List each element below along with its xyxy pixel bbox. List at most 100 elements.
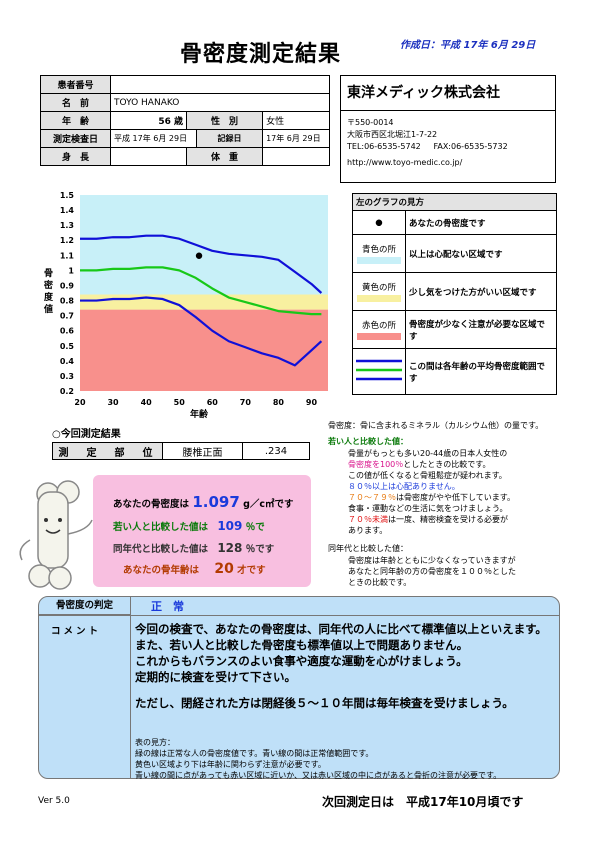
x-tick-label: 30 xyxy=(107,398,119,407)
company-divider xyxy=(341,110,555,111)
site-label: 測 定 部 位 xyxy=(52,442,163,460)
comment-line: また、若い人と比較した骨密度も標準値以上で問題ありません。 xyxy=(135,638,469,652)
legend-blue-label: 青色の所 xyxy=(361,245,396,255)
legend-red-text: 骨密度が少なく注意が必要な区域です xyxy=(405,310,557,349)
next-exam-date: 次回測定日は 平成17年10月頃です xyxy=(322,795,524,809)
y-tick-label: 0.6 xyxy=(60,327,75,336)
x-axis-label: 年齢 xyxy=(190,408,209,420)
x-tick-label: 20 xyxy=(74,398,86,407)
judgement-label: 骨密度の判定 xyxy=(39,597,131,615)
same-value: 128 xyxy=(217,541,243,555)
young-unit: ％で xyxy=(245,522,265,533)
explain-line1: 骨密度：骨に含まれるミネラル（カルシウム他）の量です。 xyxy=(328,421,544,430)
young-row: 若い人と比較した値は 109 ％で xyxy=(113,519,265,533)
patient-info-table: 患者番号 名 前 TOYO HANAKO 年 齢 56 歳 性 別 女性 測定検… xyxy=(40,75,330,166)
explain-young-1: 骨量がもっとも多い20-44歳の日本人女性の xyxy=(348,449,508,458)
explain-young-6: 食事・運動などの生活に気をつけましょう。 xyxy=(348,504,508,513)
young-value: 109 xyxy=(217,519,243,533)
age-value: 56 歳 xyxy=(110,111,187,130)
patient-point xyxy=(195,252,203,259)
explain-young-5a: ７０～７９％ xyxy=(348,493,396,502)
y-tick-label: 1.1 xyxy=(60,251,75,260)
explain-young-8: あります。 xyxy=(348,526,388,535)
bmd-row: あなたの骨密度は 1.097 g／c㎡です xyxy=(113,493,294,511)
legend-blue-key: 青色の所 xyxy=(352,234,406,273)
y-axis-label: 骨密度値 xyxy=(44,269,54,315)
blue-swatch xyxy=(357,257,401,264)
y-tick-label: 0.5 xyxy=(60,342,75,351)
y-tick-label: 0.8 xyxy=(60,297,75,306)
y-tick-label: 0.4 xyxy=(60,357,75,366)
record-date-label: 記録日 xyxy=(195,129,264,148)
legend-yellow-text: 少し気をつけた方がいい区域です xyxy=(405,272,557,311)
comment-line: これからもバランスのよい食事や適度な運動を心がけましょう。 xyxy=(135,654,468,668)
comment-line: 定期的に検査を受けて下さい。 xyxy=(135,670,296,684)
y-tick-label: 1.2 xyxy=(60,236,74,245)
legend-lines-key xyxy=(352,348,406,395)
comment-text: 今回の検査で、あなたの骨密度は、同年代の人に比べて標準値以上といえます。 また、… xyxy=(135,621,555,711)
exam-date-label: 測定検査日 xyxy=(40,129,111,148)
explain-young-5: ７０～７９％は骨密度がやや低下しています。 xyxy=(348,492,515,503)
bone-age-row: あなたの骨年齢は 20 才です xyxy=(123,561,266,577)
explain-young-4: ８０％以上は心配ありません。 xyxy=(348,482,460,491)
legend-yellow-key: 黄色の所 xyxy=(352,272,406,311)
explain-young-2: 骨密度を100％としたときの比較です。 xyxy=(348,459,490,470)
patient-id-value xyxy=(110,75,330,94)
bone-age-value: 20 xyxy=(214,561,234,577)
sex-label: 性 別 xyxy=(185,111,264,130)
explain-same-1: 骨密度は年齢とともに少なくなっていきますが xyxy=(348,556,516,565)
x-tick-label: 90 xyxy=(306,398,318,407)
explain-same-head: 同年代と比較した値： xyxy=(328,544,408,553)
bmd-value: 1.097 xyxy=(192,493,240,511)
zone-blue xyxy=(80,195,328,295)
legend-table: 左のグラフの見方 ● あなたの骨密度です 青色の所 以上は心配ない区域です 黄色… xyxy=(352,193,557,395)
height-label: 身 長 xyxy=(40,147,111,166)
series-line-upper xyxy=(80,234,323,294)
young-label: 若い人と比較した値は xyxy=(113,522,209,533)
series-line-average xyxy=(80,266,322,316)
legend-red-label: 赤色の所 xyxy=(361,321,396,331)
explain-young-2b: としたときの比較です。 xyxy=(403,460,491,469)
weight-label: 体 重 xyxy=(185,147,264,166)
comment-line: 今回の検査で、あなたの骨密度は、同年代の人に比べて標準値以上といえます。 xyxy=(135,622,547,636)
legend-blue-text: 以上は心配ない区域です xyxy=(405,234,557,273)
measure-heading: ○今回測定結果 xyxy=(52,429,121,440)
x-tick-label: 70 xyxy=(240,398,252,407)
results-box: あなたの骨密度は 1.097 g／c㎡です 若い人と比較した値は 109 ％で … xyxy=(93,475,311,587)
judgement-panel: 骨密度の判定 正 常 コメント 今回の検査で、あなたの骨密度は、同年代の人に比べ… xyxy=(38,596,560,780)
company-address: 大阪市西区北堀江1-7-22 xyxy=(347,130,438,139)
created-date: 作成日：平成 17年 6月 29日 xyxy=(400,40,536,51)
same-label: 同年代と比較した値は xyxy=(113,544,209,555)
explain-same-3: ときの比較です。 xyxy=(348,578,412,587)
same-age-row: 同年代と比較した値は 128 ％です xyxy=(113,541,274,555)
y-tick-label: 1.4 xyxy=(60,206,75,215)
note-line: 表の見方： xyxy=(135,738,175,747)
zone-red xyxy=(80,309,328,391)
judgement-value: 正 常 xyxy=(151,600,184,613)
zone-yellow xyxy=(80,294,328,310)
version-label: Ver 5.0 xyxy=(38,796,70,806)
bone-age-label: あなたの骨年齢は xyxy=(123,565,200,576)
explain-young-3: この値が低くなると骨粗鬆症が疑われます。 xyxy=(348,471,507,480)
yellow-swatch xyxy=(357,295,401,302)
legend-yellow-label: 黄色の所 xyxy=(361,283,396,293)
company-url[interactable]: http://www.toyo-medic.co.jp/ xyxy=(347,158,463,167)
note-line: 青い線の間に点があっても赤い区域に近いか、又は赤い区域の中に点があると骨折の注意… xyxy=(135,771,502,780)
company-name: 東洋メディック株式会社 xyxy=(347,85,501,101)
company-fax: FAX:06-6535-5732 xyxy=(433,142,508,151)
comment-label: コメント xyxy=(51,626,102,637)
company-zip: 〒550-0014 xyxy=(347,118,394,127)
exam-date-value: 平成 17年 6月 29日 xyxy=(110,129,197,148)
bmd-label: あなたの骨密度は xyxy=(113,499,190,510)
y-tick-label: 0.7 xyxy=(60,312,74,321)
x-tick-label: 50 xyxy=(174,398,186,407)
explain-young-2a: 骨密度を100％ xyxy=(348,460,404,469)
explain-young-7: ７０％未満は一度、精密検査を受ける必要が xyxy=(348,514,508,525)
sex-value: 女性 xyxy=(262,111,330,130)
x-tick-label: 60 xyxy=(207,398,219,407)
note-line: 黄色い区域より下は年齢に関わらず注意が必要です。 xyxy=(135,760,326,769)
explain-young-7b: は一度、精密検査を受ける必要が xyxy=(388,515,508,524)
red-swatch xyxy=(357,333,401,340)
same-unit: ％です xyxy=(245,544,275,555)
x-tick-label: 40 xyxy=(141,398,153,407)
